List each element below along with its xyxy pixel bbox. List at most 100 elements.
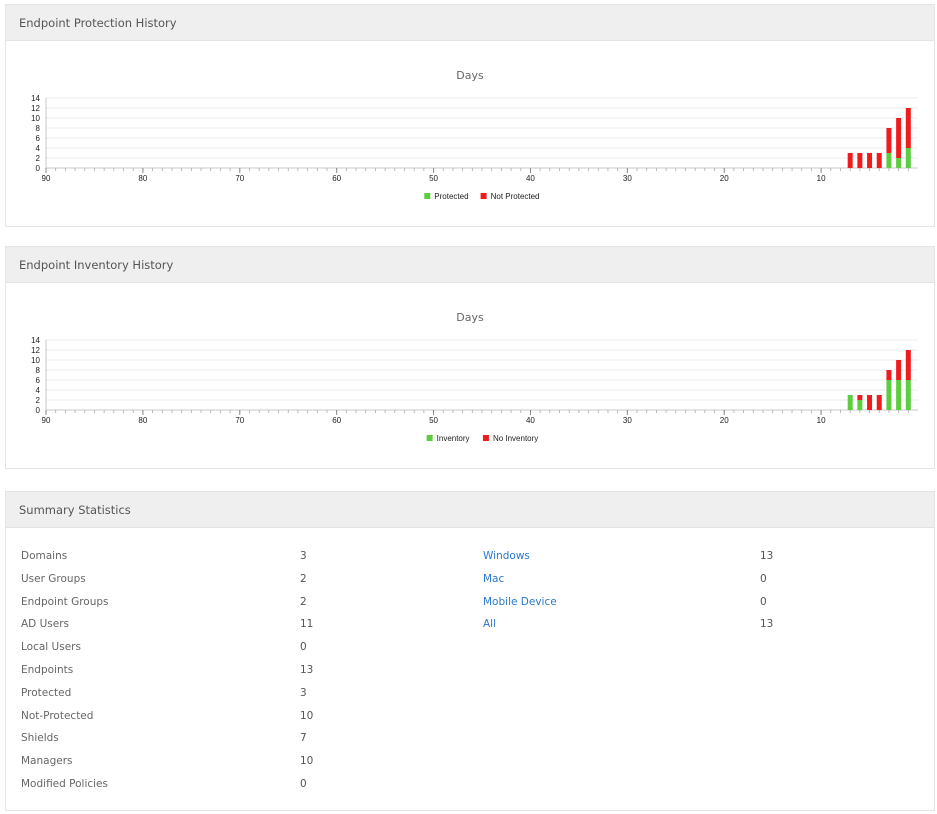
summary-left-label: AD Users (21, 618, 70, 631)
protection-legend-swatch[interactable] (480, 193, 487, 199)
summary-left-value: 13 (300, 664, 314, 676)
protection-y-tick-label: 10 (31, 114, 40, 123)
summary-right-label[interactable]: Mobile Device (483, 595, 557, 608)
summary-left-label: Domains (21, 550, 68, 562)
protection-x-tick-label: 80 (138, 174, 147, 183)
inventory-y-tick-label: 8 (36, 366, 41, 375)
protection-chart-title: Days (456, 69, 484, 82)
protection-bar-secondary[interactable] (905, 108, 911, 148)
inventory-y-tick-label: 12 (31, 346, 40, 355)
protection-y-tick-label: 8 (36, 124, 41, 133)
protection-bar-secondary[interactable] (876, 153, 882, 168)
summary-right-label[interactable]: Windows (483, 550, 530, 562)
inventory-x-tick-label: 50 (429, 416, 438, 425)
summary-left-value: 3 (300, 550, 307, 562)
summary-left-label: Local Users (21, 641, 81, 654)
summary-statistics-panel: Summary Statistics Domains 3 User Groups 2 E… (5, 491, 935, 811)
inventory-bar-secondary[interactable] (896, 360, 902, 380)
summary-left-value: 10 (300, 755, 314, 768)
protection-bar-secondary[interactable] (847, 153, 853, 168)
summary-left-label: User Groups (21, 572, 86, 585)
summary-right-value: 13 (760, 550, 774, 562)
inventory-y-tick-label: 4 (36, 386, 41, 395)
inventory-bar-primary[interactable] (896, 380, 902, 410)
inventory-y-tick-label: 0 (36, 406, 41, 415)
inventory-bar-primary[interactable] (847, 395, 853, 410)
inventory-bar-secondary[interactable] (876, 395, 882, 410)
inventory-x-tick-label: 70 (235, 416, 244, 425)
inventory-bar-secondary[interactable] (886, 370, 892, 380)
protection-x-tick-label: 50 (429, 174, 438, 183)
inventory-x-tick-label: 60 (332, 416, 341, 425)
summary-left-value: 2 (300, 595, 307, 608)
summary-left-value: 0 (300, 641, 307, 654)
inventory-x-tick-label: 80 (138, 416, 147, 425)
protection-bar-primary[interactable] (896, 158, 902, 168)
inventory-legend-swatch[interactable] (426, 435, 433, 441)
summary-left-value: 11 (300, 618, 314, 631)
inventory-bar-secondary[interactable] (857, 395, 863, 400)
protection-x-tick-label: 60 (332, 174, 341, 183)
inventory-history-panel: Endpoint Inventory History Days 0 2 4 6 8 10 1… (5, 246, 935, 469)
summary-left-value: 7 (300, 732, 307, 745)
summary-left-value: 2 (300, 572, 307, 585)
protection-bar-primary[interactable] (905, 148, 911, 168)
summary-statistics-title: Summary Statistics (6, 492, 934, 528)
inventory-legend-swatch[interactable] (482, 435, 489, 441)
protection-history-panel: Endpoint Protection History Days 0 2 4 6 8 10… (5, 4, 935, 227)
protection-bar-secondary[interactable] (896, 118, 902, 158)
protection-y-tick-label: 14 (31, 94, 40, 103)
summary-left-label: Modified Policies (21, 778, 108, 790)
summary-left-value: 0 (300, 778, 307, 790)
protection-bar-secondary[interactable] (867, 153, 873, 168)
inventory-chart-title: Days (456, 311, 484, 324)
inventory-x-tick-label: 90 (42, 416, 51, 425)
protection-history-title: Endpoint Protection History (6, 5, 934, 41)
inventory-bar-secondary[interactable] (905, 350, 911, 380)
inventory-bar-primary[interactable] (857, 400, 863, 410)
protection-bar-primary[interactable] (886, 153, 892, 168)
inventory-bar-primary[interactable] (905, 380, 911, 410)
protection-x-tick-label: 20 (720, 174, 729, 183)
inventory-y-tick-label: 10 (31, 356, 40, 365)
protection-x-tick-label: 30 (623, 174, 632, 183)
protection-y-tick-label: 6 (36, 134, 41, 143)
inventory-bar-primary[interactable] (886, 380, 892, 410)
inventory-legend-label[interactable]: No Inventory (493, 434, 538, 443)
protection-bar-secondary[interactable] (886, 128, 892, 153)
summary-left-label: Managers (21, 755, 73, 768)
protection-y-tick-label: 0 (36, 164, 41, 173)
summary-right-label[interactable]: All (483, 618, 497, 631)
inventory-x-tick-label: 10 (817, 416, 826, 425)
summary-left-label: Endpoints (21, 664, 74, 676)
inventory-y-tick-label: 6 (36, 376, 41, 385)
protection-legend-label[interactable]: Protected (434, 192, 468, 201)
inventory-bar-secondary[interactable] (867, 395, 873, 410)
inventory-history-title: Endpoint Inventory History (6, 247, 934, 283)
summary-left-label: Shields (21, 732, 59, 745)
protection-legend-label[interactable]: Not Protected (491, 192, 540, 201)
inventory-legend-label[interactable]: Inventory (437, 434, 470, 443)
summary-right-value: 13 (760, 618, 774, 631)
protection-y-tick-label: 4 (36, 144, 41, 153)
summary-right-label[interactable]: Mac (483, 572, 505, 585)
summary-left-value: 10 (300, 709, 314, 722)
summary-left-label: Not-Protected (21, 709, 94, 722)
protection-x-tick-label: 10 (817, 174, 826, 183)
inventory-y-tick-label: 2 (36, 396, 41, 405)
inventory-x-tick-label: 40 (526, 416, 535, 425)
protection-bar-secondary[interactable] (857, 153, 863, 168)
summary-right-value: 0 (760, 595, 767, 608)
inventory-x-tick-label: 20 (720, 416, 729, 425)
protection-y-tick-label: 2 (36, 154, 41, 163)
summary-left-label: Protected (21, 686, 72, 699)
summary-left-value: 3 (300, 686, 307, 699)
inventory-y-tick-label: 14 (31, 336, 40, 345)
protection-x-tick-label: 90 (42, 174, 51, 183)
protection-legend-swatch[interactable] (424, 193, 431, 199)
summary-left-label: Endpoint Groups (21, 595, 109, 608)
protection-x-tick-label: 40 (526, 174, 535, 183)
summary-right-value: 0 (760, 572, 767, 585)
